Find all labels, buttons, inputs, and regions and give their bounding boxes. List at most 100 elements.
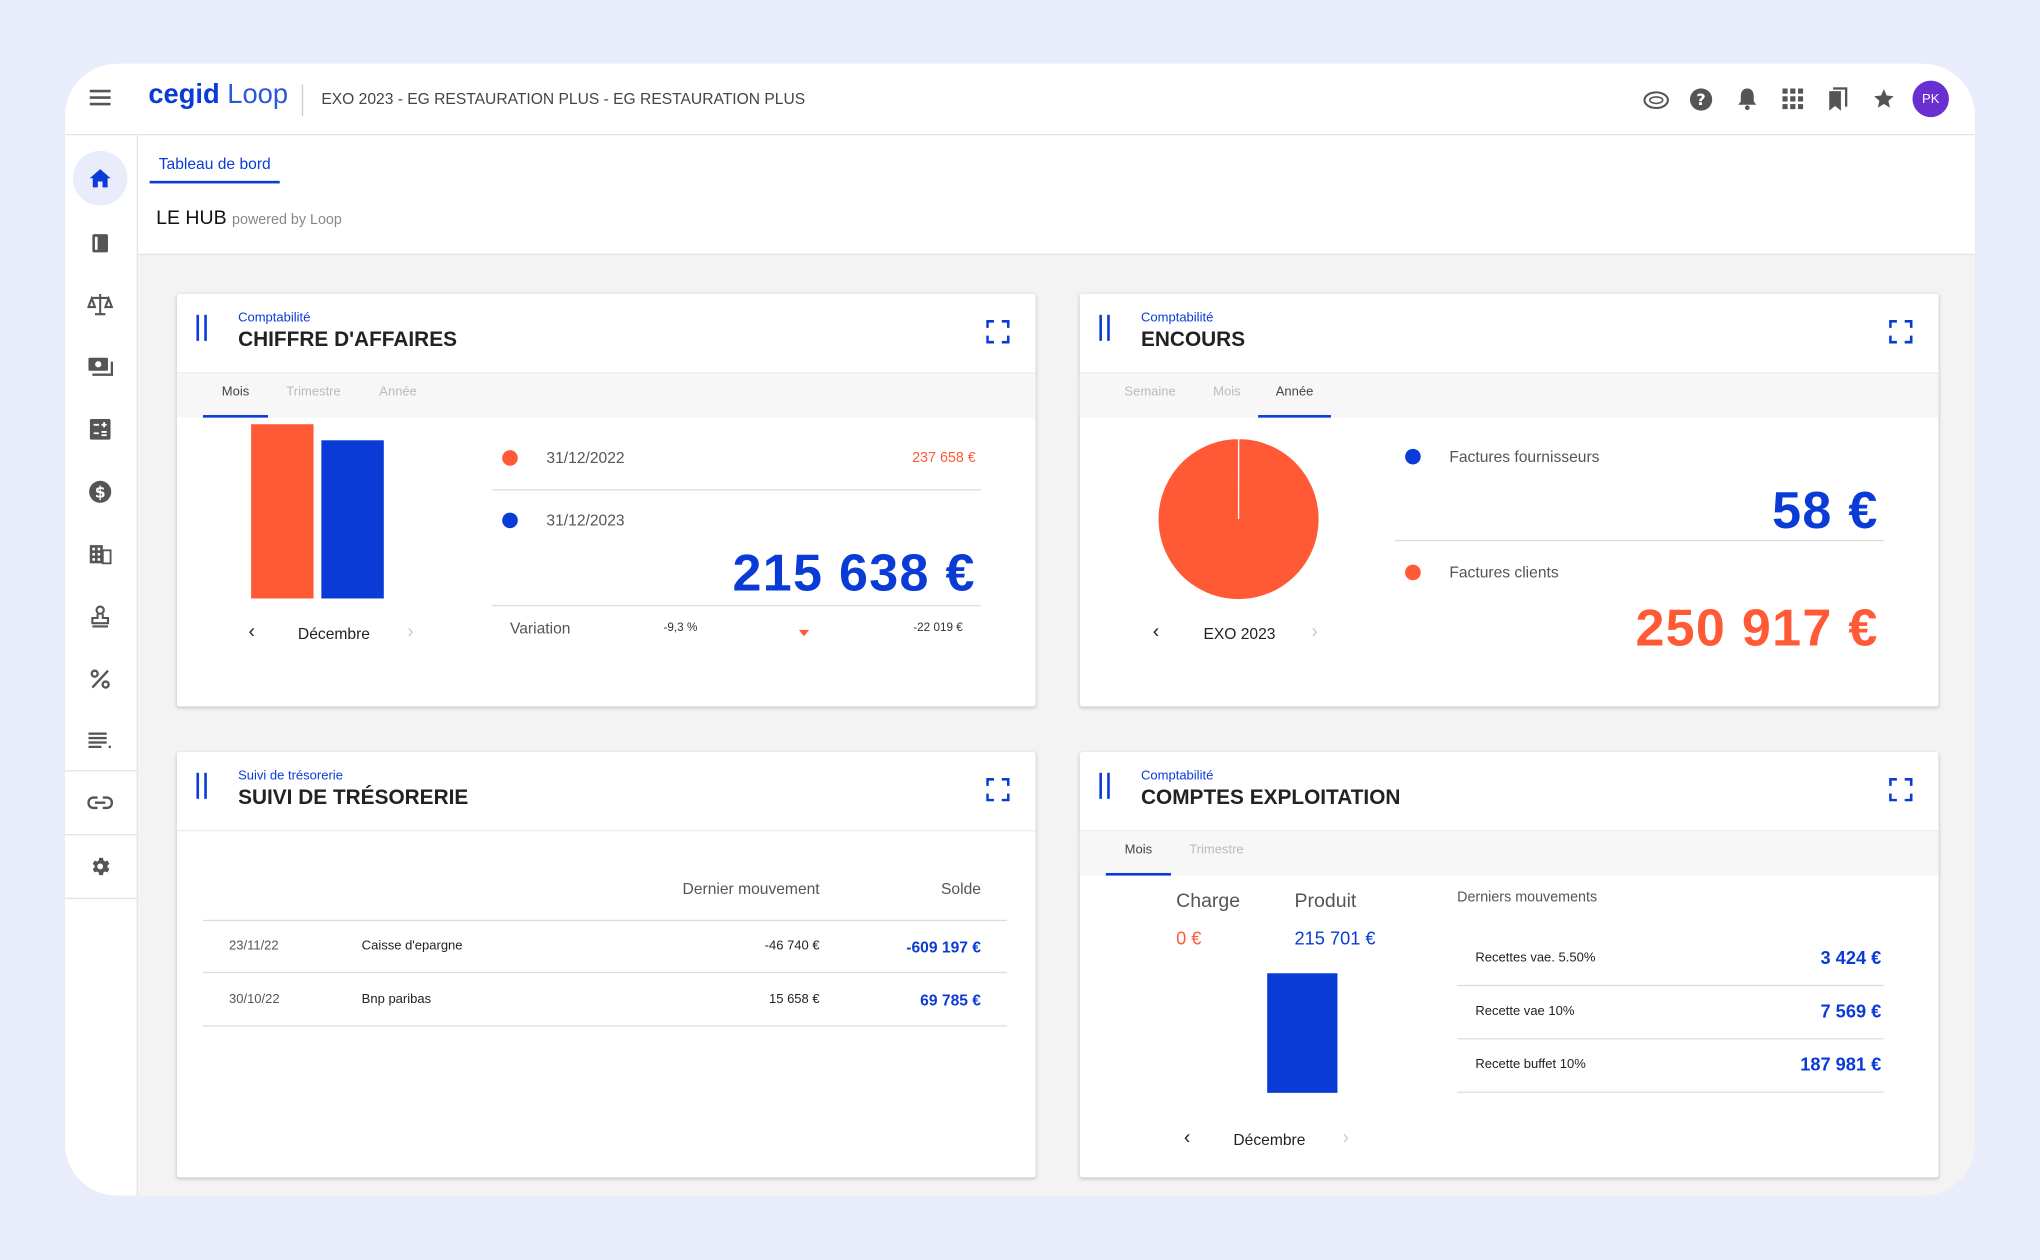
row-date: 30/10/22 (228, 992, 280, 1007)
row-balance: 69 785 € (920, 991, 981, 1010)
card-header: Comptabilité CHIFFRE D'AFFAIRES (176, 294, 1036, 374)
variation-percent: -9,3 % (663, 620, 698, 634)
tab-mois[interactable]: Mois (1213, 385, 1241, 400)
dashboard: Comptabilité CHIFFRE D'AFFAIRES Mois Tri… (137, 254, 1975, 1196)
brand-light: Loop (227, 79, 289, 110)
card-chiffre-affaires: Comptabilité CHIFFRE D'AFFAIRES Mois Tri… (176, 294, 1036, 707)
drag-handle-icon[interactable] (196, 772, 207, 799)
drag-handle-icon[interactable] (196, 314, 207, 341)
legend-dot-2022 (502, 450, 518, 466)
hub-title: LE HUB (156, 206, 227, 229)
row-bank: Bnp paribas (361, 992, 432, 1007)
tab-mois[interactable]: Mois (202, 385, 269, 418)
app-logo[interactable]: cegid Loop (148, 79, 288, 110)
pie-slice-1 (1157, 437, 1320, 601)
card-category: Comptabilité (1140, 768, 1214, 784)
tab-tableau-de-bord[interactable]: Tableau de bord (149, 155, 280, 184)
supplier-label: Factures fournisseurs (1449, 447, 1600, 466)
calculator-icon[interactable] (73, 402, 128, 457)
divider (1457, 1038, 1884, 1040)
expand-icon[interactable] (986, 320, 1010, 344)
divider (1457, 1091, 1884, 1093)
expand-icon[interactable] (1889, 778, 1913, 802)
caret-down-icon (798, 629, 810, 637)
row-bank: Caisse d'epargne (361, 939, 463, 954)
period-tabs: Mois Trimestre Année (176, 373, 1036, 418)
divider (1457, 984, 1884, 987)
prev-period-icon[interactable]: ‹ (248, 620, 255, 643)
tab-trimestre[interactable]: Trimestre (1189, 843, 1244, 858)
movement-label: Recettes vae. 5.50% (1475, 951, 1596, 966)
drag-handle-icon[interactable] (1099, 772, 1110, 799)
divider (491, 604, 981, 607)
supplier-amount: 58 € (1772, 482, 1879, 540)
tab-annee[interactable]: Année (1258, 385, 1331, 418)
card-comptes-exploitation: Comptabilité COMPTES EXPLOITATION Mois T… (1079, 751, 1939, 1178)
next-period-icon[interactable]: › (407, 620, 414, 643)
ca-bar-chart (251, 424, 384, 599)
legend-dot-2023 (502, 512, 518, 529)
prev-period-icon[interactable]: ‹ (1152, 620, 1160, 643)
link-icon[interactable] (73, 775, 128, 830)
dollar-icon[interactable]: $ (73, 464, 128, 519)
produit-value: 215 701 € (1294, 927, 1376, 949)
prev-period-icon[interactable]: ‹ (1183, 1126, 1191, 1149)
svg-text:$: $ (95, 484, 106, 502)
tab-trimestre[interactable]: Trimestre (286, 385, 341, 400)
stamp-icon[interactable] (73, 589, 128, 644)
card-header: Comptabilité COMPTES EXPLOITATION (1079, 752, 1939, 832)
percent-icon[interactable] (73, 652, 128, 707)
tab-semaine[interactable]: Semaine (1124, 385, 1176, 400)
expand-icon[interactable] (986, 778, 1010, 802)
help-icon[interactable]: ? (1685, 81, 1718, 117)
apps-grid-icon[interactable] (1776, 81, 1809, 117)
sidebar-divider (65, 770, 138, 772)
page-title: LE HUB powered by Loop (156, 207, 342, 229)
charge-value: 0 € (1176, 927, 1202, 949)
card-category: Comptabilité (1140, 310, 1214, 326)
gear-icon[interactable] (73, 839, 128, 894)
tab-mois[interactable]: Mois (1105, 843, 1171, 876)
app-window: cegid Loop EXO 2023 - EG RESTAURATION PL… (65, 63, 1975, 1196)
client-amount: 250 917 € (1635, 599, 1879, 658)
sidebar: $ (65, 135, 138, 1196)
list-icon[interactable] (73, 713, 128, 768)
top-bar: cegid Loop EXO 2023 - EG RESTAURATION PL… (65, 63, 1975, 136)
next-period-icon[interactable]: › (1342, 1126, 1350, 1149)
card-encours: Comptabilité ENCOURS Semaine Mois Année … (1079, 294, 1939, 707)
legend-dot-fournisseurs (1405, 448, 1421, 465)
star-icon[interactable] (1867, 81, 1900, 117)
bookmarks-icon[interactable] (1821, 81, 1854, 117)
produit-label: Produit (1294, 889, 1357, 913)
movement-label: Recette vae 10% (1475, 1004, 1575, 1019)
cash-icon[interactable] (73, 340, 128, 395)
avatar[interactable]: PK (1912, 80, 1949, 118)
building-icon[interactable] (73, 527, 128, 582)
sidebar-divider (65, 897, 138, 900)
bell-icon[interactable] (1730, 81, 1763, 117)
expand-icon[interactable] (1889, 320, 1913, 344)
home-icon[interactable] (72, 150, 128, 206)
cloud-icon[interactable] (1639, 81, 1672, 117)
movements-title: Derniers mouvements (1457, 889, 1598, 906)
next-period-icon[interactable]: › (1311, 620, 1318, 643)
row-movement: 15 658 € (768, 992, 820, 1007)
drag-handle-icon[interactable] (1099, 314, 1110, 341)
hub-subtitle: powered by Loop (232, 212, 342, 228)
card-title: ENCOURS (1140, 329, 1246, 352)
divider (202, 919, 1007, 922)
tab-annee[interactable]: Année (379, 385, 417, 400)
encours-period: EXO 2023 (1203, 624, 1276, 643)
card-title: COMPTES EXPLOITATION (1140, 787, 1401, 810)
menu-icon[interactable] (89, 89, 111, 108)
row-movement: -46 740 € (764, 939, 820, 954)
balance-icon[interactable] (73, 277, 128, 332)
movement-label: Recette buffet 10% (1475, 1057, 1586, 1073)
row-balance: -609 197 € (906, 938, 981, 957)
card-category: Suivi de trésorerie (238, 768, 343, 784)
header-divider (301, 84, 304, 116)
variation-label: Variation (509, 619, 571, 638)
variation-amount: -22 019 € (913, 620, 963, 634)
card-title: CHIFFRE D'AFFAIRES (238, 329, 457, 352)
book-icon[interactable] (73, 216, 128, 271)
